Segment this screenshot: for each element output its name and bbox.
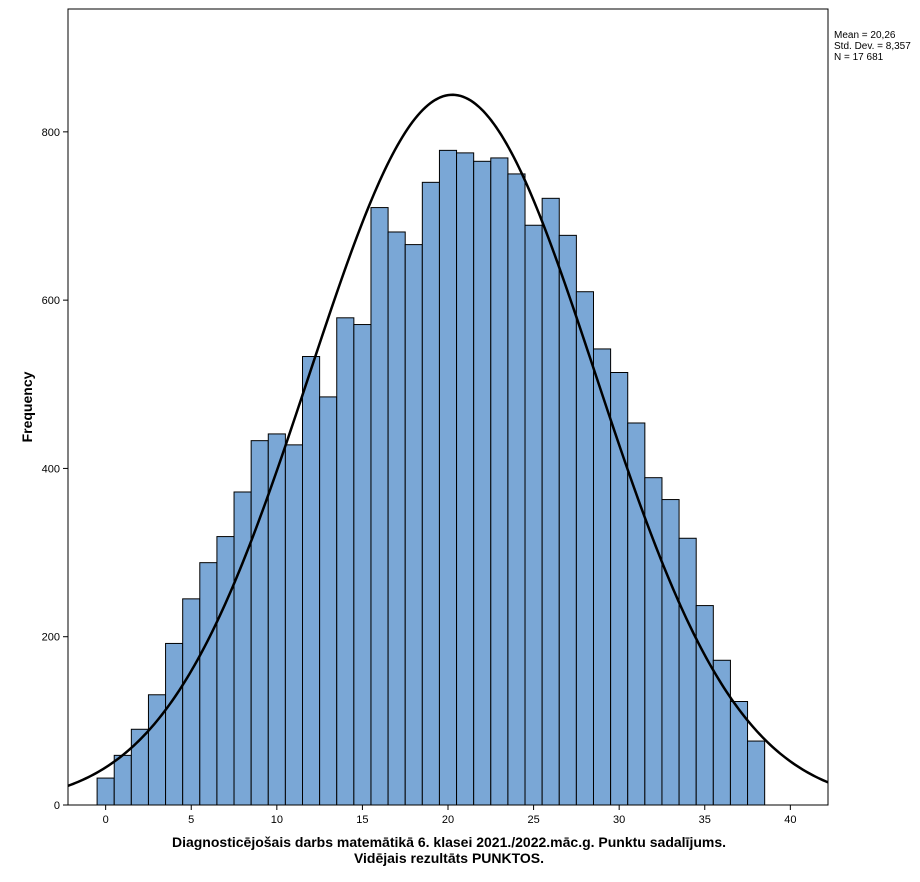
x-tick-label: 10: [271, 814, 283, 826]
histogram-bar: [336, 317, 355, 806]
histogram-bar: [216, 536, 235, 806]
histogram-bar: [558, 234, 577, 806]
histogram-bar: [610, 372, 629, 806]
x-axis-title-line-2: Vidējais rezultāts PUNKTOS.: [354, 850, 544, 866]
x-tick-label: 20: [442, 814, 454, 826]
stats-std-dev: Std. Dev. = 8,357: [834, 41, 911, 52]
x-tick-label: 30: [613, 814, 625, 826]
x-axis-title-line-1: Diagnosticējošais darbs matemātikā 6. kl…: [172, 834, 726, 850]
y-tick-label: 200: [42, 632, 60, 644]
x-tick-label: 15: [356, 814, 368, 826]
histogram-bar: [319, 396, 338, 806]
x-tick-label: 25: [527, 814, 539, 826]
stats-mean: Mean = 20,26: [834, 30, 896, 41]
histogram-bar: [182, 598, 201, 806]
histogram-bar: [284, 444, 304, 806]
histogram-bar: [250, 440, 269, 806]
y-tick-label: 0: [54, 800, 60, 812]
histogram-bar: [507, 173, 526, 806]
histogram-bar: [524, 224, 543, 806]
x-axis: 0 5 10 15 20 25 30 35 40: [103, 805, 796, 826]
histogram-bar: [370, 207, 389, 806]
histogram-bar: [438, 149, 458, 806]
histogram-bar: [421, 181, 440, 806]
x-tick-label: 0: [103, 814, 109, 826]
histogram-bar: [575, 291, 594, 806]
histogram-bar: [233, 491, 252, 806]
histogram-bars: [96, 149, 766, 806]
y-axis: 0 200 400 600 800: [42, 127, 68, 812]
histogram-bar: [404, 244, 423, 806]
histogram-bar: [473, 160, 492, 806]
histogram-bar: [490, 157, 509, 806]
x-tick-label: 35: [699, 814, 711, 826]
stats-n: N = 17 681: [834, 52, 884, 63]
histogram-bar: [387, 231, 406, 806]
histogram-bar: [456, 152, 475, 806]
y-axis-title: Frequency: [19, 371, 35, 442]
x-tick-label: 5: [188, 814, 194, 826]
x-tick-label: 40: [784, 814, 796, 826]
histogram-bar: [353, 324, 372, 806]
histogram-bar: [96, 777, 115, 806]
histogram-bar: [678, 537, 697, 806]
y-tick-label: 600: [42, 295, 60, 307]
histogram-bar: [592, 348, 612, 806]
histogram-bar: [302, 356, 321, 806]
histogram-bar: [712, 659, 731, 806]
histogram-bar: [113, 754, 132, 806]
histogram-bar: [661, 499, 680, 806]
y-tick-label: 800: [42, 127, 60, 139]
histogram-bar: [541, 197, 560, 806]
histogram-bar: [165, 642, 184, 806]
y-tick-label: 400: [42, 463, 60, 475]
histogram-bar: [747, 740, 766, 806]
histogram-bar: [695, 605, 714, 806]
normal-curve: [67, 93, 829, 787]
histogram-bar: [199, 562, 218, 806]
